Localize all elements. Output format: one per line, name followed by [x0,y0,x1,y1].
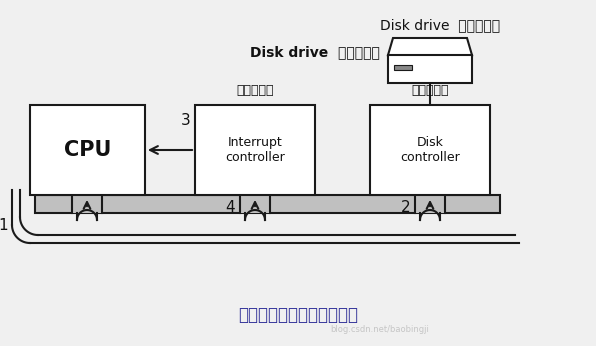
Text: Disk
controller: Disk controller [400,136,460,164]
Text: Interrupt
controller: Interrupt controller [225,136,285,164]
Bar [72,195,102,213]
Bar [394,65,412,70]
Bar [35,195,500,213]
Text: 4: 4 [225,200,235,215]
Polygon shape [388,38,472,55]
Text: Disk drive  磁盘驱动器: Disk drive 磁盘驱动器 [250,45,380,59]
Bar [30,105,145,195]
Bar [370,105,490,195]
Text: blog.csdn.net/baobingji: blog.csdn.net/baobingji [331,326,430,335]
Bar [240,195,270,213]
Text: 1: 1 [0,218,8,233]
Bar [415,195,445,213]
Text: 2: 2 [401,200,410,215]
Text: 启动设备并发出中断的过程: 启动设备并发出中断的过程 [238,306,358,324]
Text: Disk drive  磁盘驱动器: Disk drive 磁盘驱动器 [380,18,500,32]
Text: CPU: CPU [64,140,111,160]
Text: 中断控制器: 中断控制器 [236,84,274,97]
Text: 3: 3 [181,113,191,128]
Bar [195,105,315,195]
Text: 磁盘控制器: 磁盘控制器 [411,84,449,97]
Bar [388,55,472,83]
